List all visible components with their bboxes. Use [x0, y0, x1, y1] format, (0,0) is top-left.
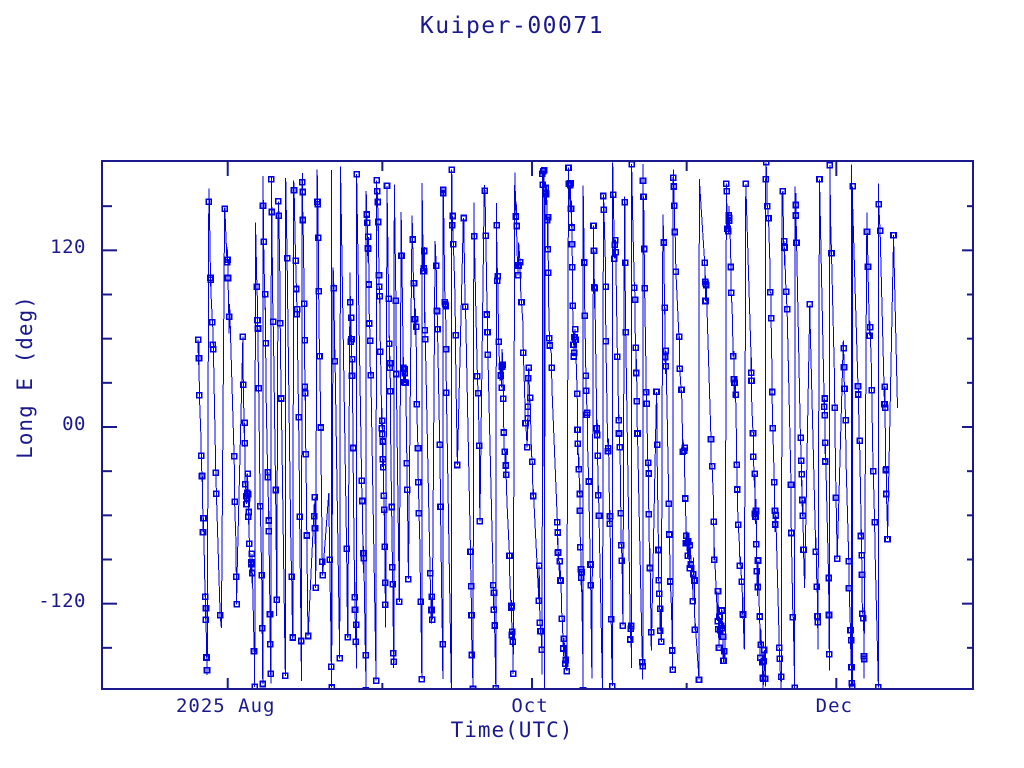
y-axis-tick-label: 120	[50, 236, 86, 259]
x-axis-tick-label: Dec	[815, 695, 853, 717]
y-axis-tick-label: 00	[62, 413, 86, 435]
y-axis-title: Long E (deg)	[13, 295, 37, 459]
x-axis-tick-label: 2025 Aug	[175, 695, 276, 717]
y-axis-tick-label: -120	[38, 589, 86, 612]
chart-title: Kuiper-00071	[419, 13, 605, 39]
x-axis-title: Time(UTC)	[450, 718, 574, 742]
x-axis-tick-label: Oct	[511, 695, 549, 717]
plot-area	[101, 160, 974, 690]
data-series-plot	[194, 162, 898, 688]
